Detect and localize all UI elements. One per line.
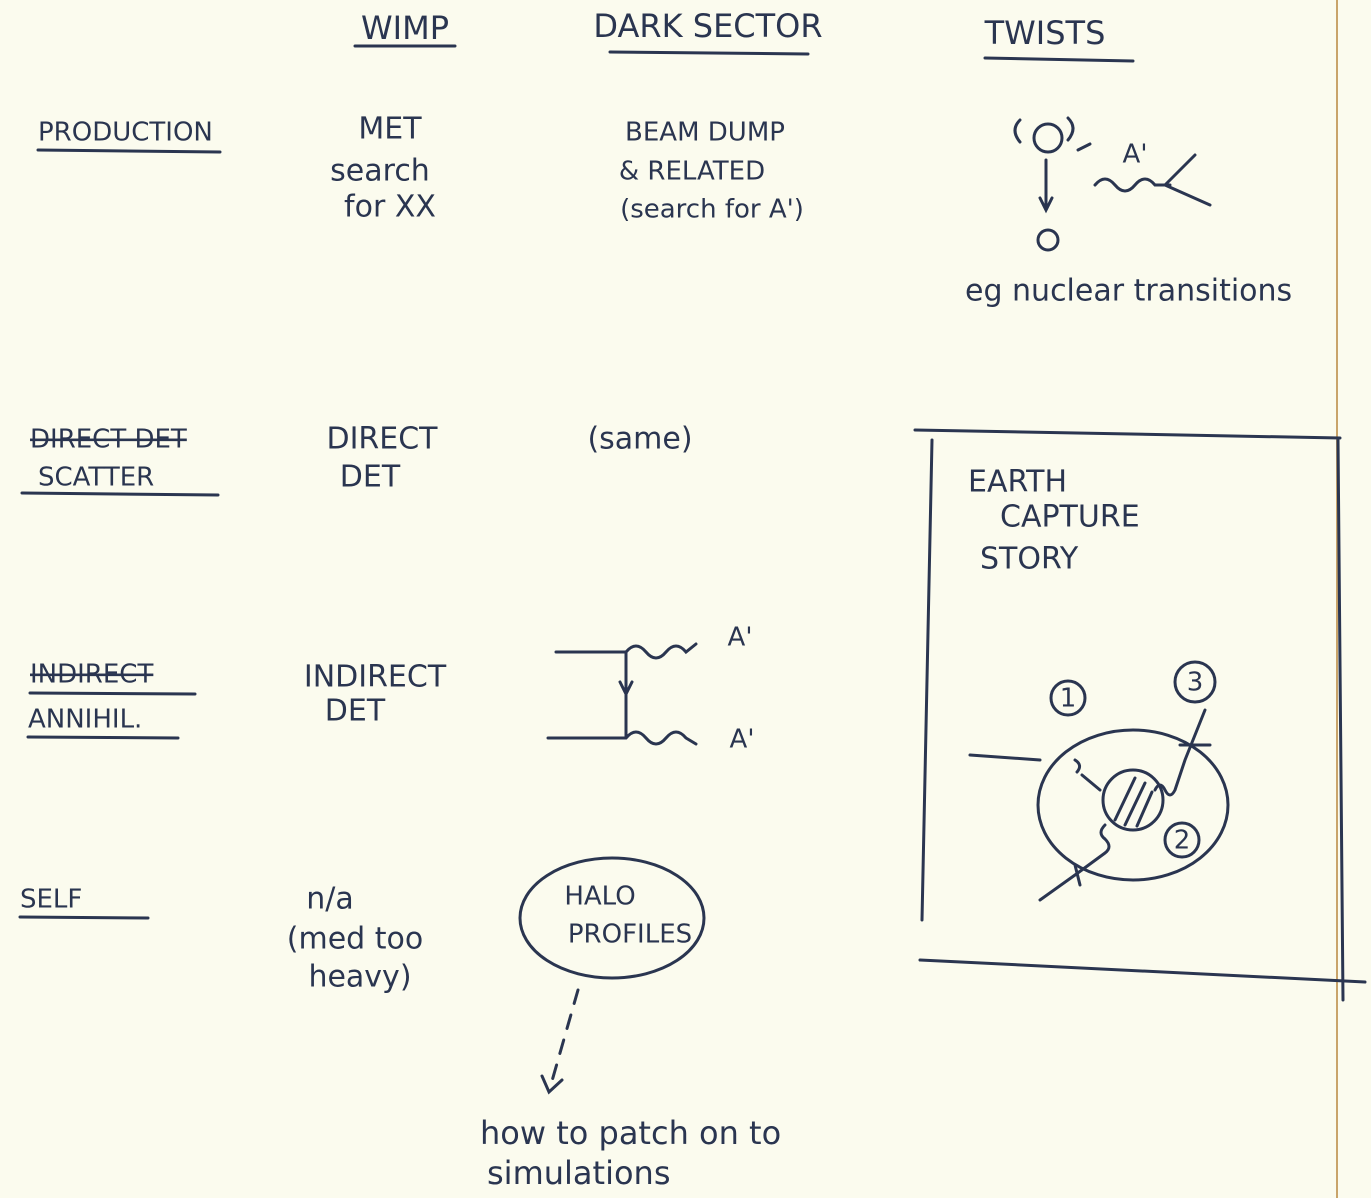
trajectory: [968, 708, 1212, 902]
cell-text: BEAM DUMP: [625, 118, 785, 148]
note: eg nuclear transitions: [965, 274, 1292, 309]
photon-line: [1093, 153, 1212, 207]
cell-text: MET: [358, 112, 422, 147]
marker-circle: [1049, 679, 1087, 717]
underline: [608, 50, 810, 56]
cell-text: PROFILES: [568, 920, 692, 950]
marker-circle: [1163, 821, 1201, 859]
cell-text: DIRECT: [326, 422, 438, 457]
footnote: how to patch on to: [480, 1114, 781, 1152]
cell-text: (med too: [287, 922, 423, 957]
underline: [36, 148, 222, 154]
core-hatching: [1113, 776, 1154, 828]
earth-outline: [1036, 728, 1230, 882]
column-header: DARK SECTOR: [593, 7, 822, 45]
nucleus: [1032, 122, 1064, 154]
nucleus: [1036, 228, 1060, 252]
marker-label: 2: [1174, 826, 1191, 856]
dashed-arrow: [548, 988, 580, 1090]
cell-text: (same): [587, 422, 692, 457]
marker-label: 1: [1060, 684, 1077, 714]
marker-circle: [1173, 660, 1217, 704]
row-label: PRODUCTION: [38, 118, 213, 148]
underline: [18, 915, 150, 920]
cell-text: for XX: [344, 190, 436, 225]
diagram-label: A': [728, 623, 753, 653]
cell-text: search: [330, 154, 430, 189]
struck-label: INDIRECT: [30, 660, 153, 690]
struck-label: DIRECT DET: [30, 425, 187, 455]
cell-text: & RELATED: [619, 157, 765, 187]
column-header: TWISTS: [984, 14, 1106, 52]
cell-text: HALO: [564, 882, 635, 912]
arrow-head: [618, 680, 634, 698]
box-frame: [913, 428, 1367, 1002]
earth-core: [1101, 768, 1165, 832]
cell-text: heavy): [308, 960, 411, 995]
cell-text: DET: [325, 694, 386, 729]
column-header: WIMP: [361, 9, 449, 47]
row-label: ANNIHIL.: [28, 705, 142, 735]
row-label: SCATTER: [38, 463, 154, 493]
footnote: simulations: [487, 1154, 670, 1192]
underline: [26, 735, 180, 740]
underline: [28, 691, 197, 696]
box-title: CAPTURE: [1000, 500, 1140, 535]
underline: [20, 491, 220, 497]
cell-text: DET: [340, 460, 401, 495]
cell-text: n/a: [306, 882, 354, 917]
diagram-label: A': [1123, 140, 1148, 170]
marker-label: 3: [1187, 668, 1204, 698]
underline: [983, 56, 1135, 63]
cell-text: (search for A'): [620, 195, 804, 225]
diagram-label: A': [730, 725, 755, 755]
emission-marks: [1013, 116, 1092, 152]
box-title: EARTH: [968, 465, 1067, 500]
arrow-head: [540, 1074, 564, 1095]
row-label: SELF: [20, 885, 82, 915]
halo-circle: [518, 856, 706, 980]
box-title: STORY: [980, 542, 1079, 577]
arrow-head: [1038, 196, 1054, 214]
cell-text: INDIRECT: [304, 660, 447, 695]
